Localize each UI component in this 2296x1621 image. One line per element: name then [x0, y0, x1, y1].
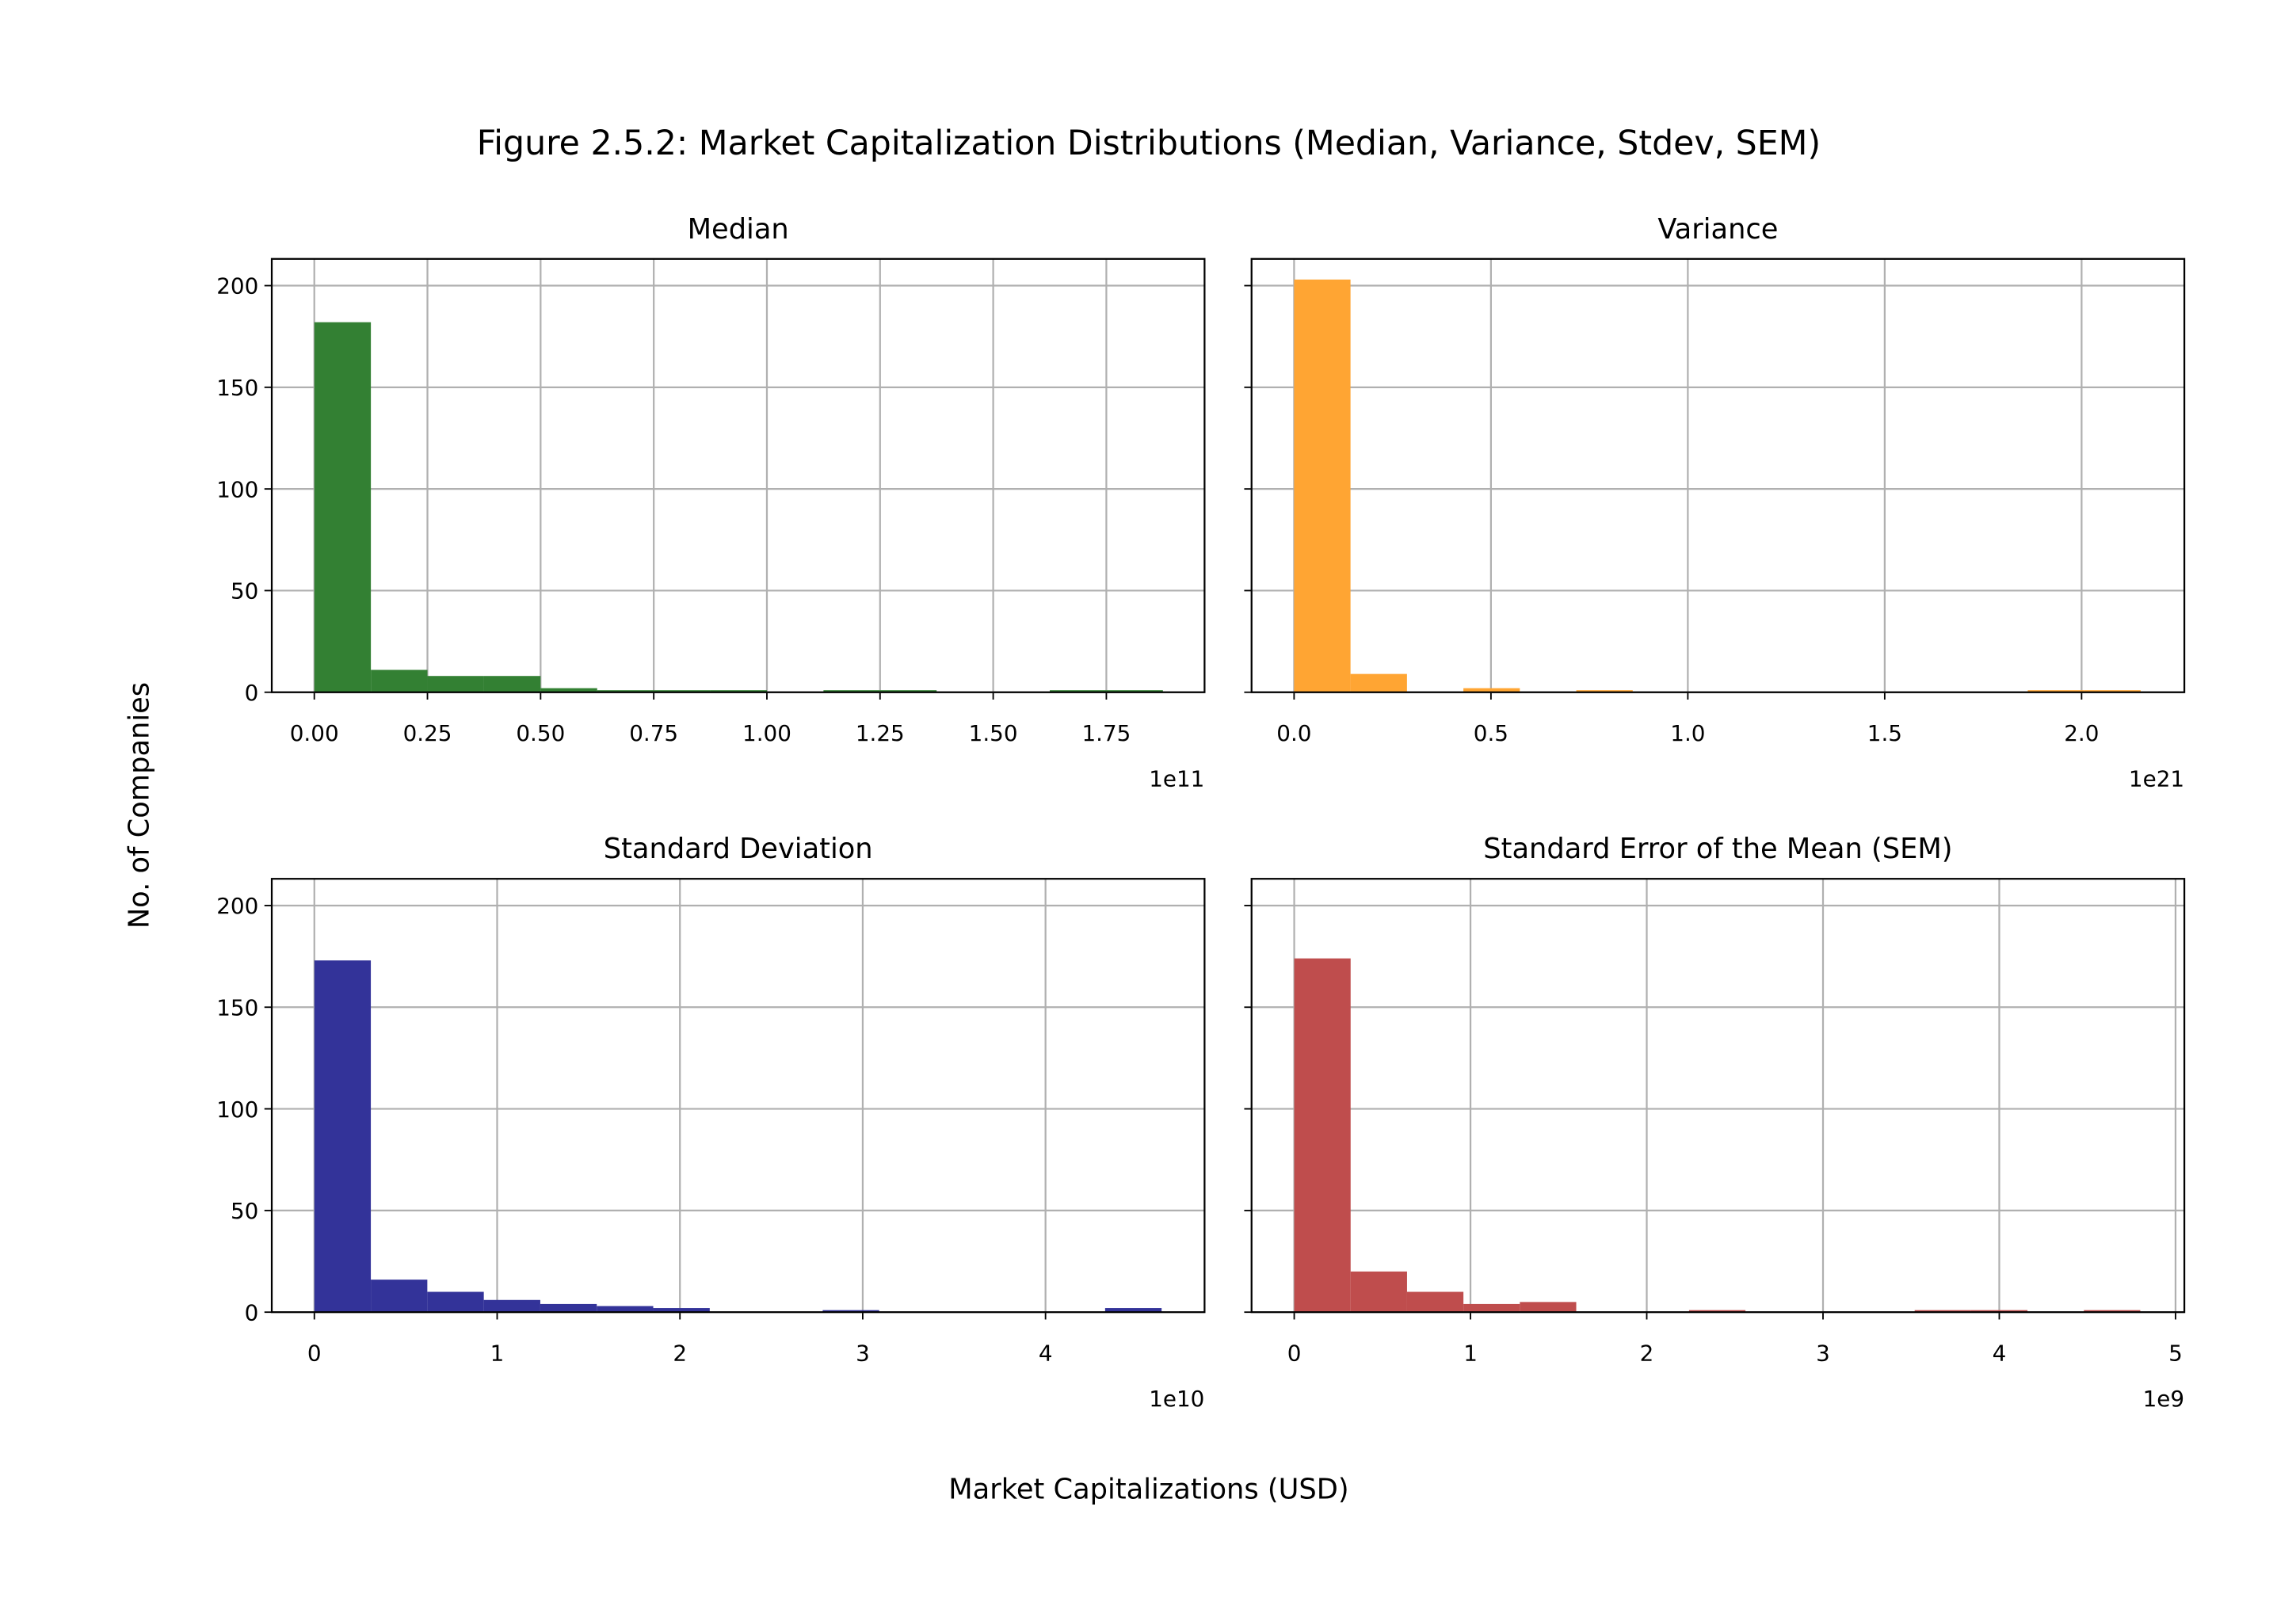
- axes-frame: [1250, 257, 2186, 693]
- x-tick-label: 1: [1463, 1340, 1478, 1366]
- histogram-bar: [1350, 673, 1407, 692]
- histogram-bar: [1914, 1310, 1971, 1313]
- x-tick-label: 2.0: [2064, 720, 2099, 746]
- histogram-bar: [2027, 690, 2084, 692]
- x-tick-label: 2: [1640, 1340, 1654, 1366]
- x-axis-label: Market Capitalizations (USD): [948, 1474, 1348, 1506]
- histogram-bar: [540, 688, 597, 692]
- histogram-bar: [879, 690, 937, 692]
- histogram-bar: [1463, 688, 1520, 692]
- x-tick-label: 3: [856, 1340, 870, 1366]
- y-tick-label: 0: [245, 1299, 259, 1325]
- y-tick-label: 50: [231, 578, 258, 605]
- histogram-bar: [1406, 1291, 1464, 1313]
- y-tick-label: 100: [216, 476, 258, 502]
- histogram-bar: [483, 676, 541, 692]
- axes-frame: [1250, 878, 2186, 1314]
- histogram-bar: [597, 1306, 654, 1313]
- histogram-bar: [1350, 1271, 1407, 1313]
- histogram-bar: [1520, 1302, 1577, 1313]
- histogram-bar: [1576, 690, 1633, 692]
- x-tick-label: 0: [1287, 1340, 1302, 1366]
- histogram-bar: [314, 322, 372, 692]
- x-tick-label: 0.0: [1276, 720, 1311, 746]
- histogram-bar: [653, 1308, 710, 1313]
- y-tick-label: 0: [245, 680, 259, 706]
- histogram-bar: [314, 960, 372, 1313]
- histogram-bar: [2084, 690, 2141, 692]
- histogram-bar: [1050, 690, 1107, 692]
- axes-frame: [270, 257, 1206, 693]
- histogram-bar: [371, 669, 428, 692]
- x-tick-label: 0.00: [290, 720, 339, 746]
- x-tick-label: 0: [307, 1340, 322, 1366]
- histogram-bar: [1104, 1308, 1162, 1313]
- x-offset-label: 1e11: [1149, 765, 1204, 791]
- x-tick-label: 4: [1039, 1340, 1053, 1366]
- histogram-bar: [1970, 1310, 2028, 1313]
- y-tick-label: 200: [216, 273, 258, 299]
- subplot-title: Standard Deviation: [604, 833, 873, 865]
- x-tick-label: 2: [673, 1340, 687, 1366]
- x-tick-label: 0.75: [629, 720, 678, 746]
- y-tick-label: 150: [216, 994, 258, 1020]
- x-tick-label: 1.00: [742, 720, 791, 746]
- x-tick-label: 1: [490, 1340, 505, 1366]
- y-axis-label: No. of Companies: [123, 682, 155, 929]
- histogram-bar: [654, 690, 711, 692]
- x-tick-label: 5: [2168, 1340, 2183, 1366]
- histogram-bar: [427, 676, 484, 692]
- x-tick-label: 0.5: [1474, 720, 1508, 746]
- histogram-bar: [822, 1310, 879, 1313]
- x-tick-label: 1.5: [1867, 720, 1902, 746]
- y-tick-label: 150: [216, 375, 258, 401]
- histogram-bar: [710, 690, 767, 692]
- x-tick-label: 1.0: [1670, 720, 1705, 746]
- subplot-title: Median: [688, 213, 789, 246]
- x-offset-label: 1e10: [1149, 1386, 1204, 1412]
- x-tick-label: 1.50: [969, 720, 1018, 746]
- histogram-bar: [597, 690, 654, 692]
- subplot-title: Variance: [1657, 213, 1778, 246]
- histogram-bar: [483, 1299, 540, 1313]
- histogram-bar: [1294, 958, 1351, 1313]
- histogram-bar: [1294, 279, 1351, 692]
- x-tick-label: 1.75: [1081, 720, 1131, 746]
- axes-frame: [270, 878, 1206, 1314]
- x-tick-label: 0.50: [516, 720, 565, 746]
- histogram-bar: [540, 1303, 597, 1313]
- subplot-title: Standard Error of the Mean (SEM): [1483, 833, 1952, 865]
- y-tick-label: 100: [216, 1097, 258, 1123]
- x-offset-label: 1e21: [2129, 765, 2184, 791]
- x-tick-label: 4: [1993, 1340, 2007, 1366]
- figure-title: Figure 2.5.2: Market Capitalization Dist…: [477, 124, 1821, 163]
- y-tick-label: 200: [216, 893, 258, 919]
- histogram-bar: [1463, 1303, 1520, 1313]
- histogram-bar: [371, 1280, 428, 1313]
- histogram-bar: [1688, 1310, 1746, 1313]
- histogram-bar: [1106, 690, 1163, 692]
- x-tick-label: 1.25: [856, 720, 905, 746]
- x-tick-label: 3: [1816, 1340, 1830, 1366]
- x-tick-label: 0.25: [403, 720, 452, 746]
- x-offset-label: 1e9: [2143, 1386, 2184, 1412]
- histogram-bar: [427, 1291, 484, 1313]
- histogram-bar: [823, 690, 880, 692]
- histogram-bar: [2084, 1310, 2141, 1313]
- y-tick-label: 50: [231, 1198, 258, 1224]
